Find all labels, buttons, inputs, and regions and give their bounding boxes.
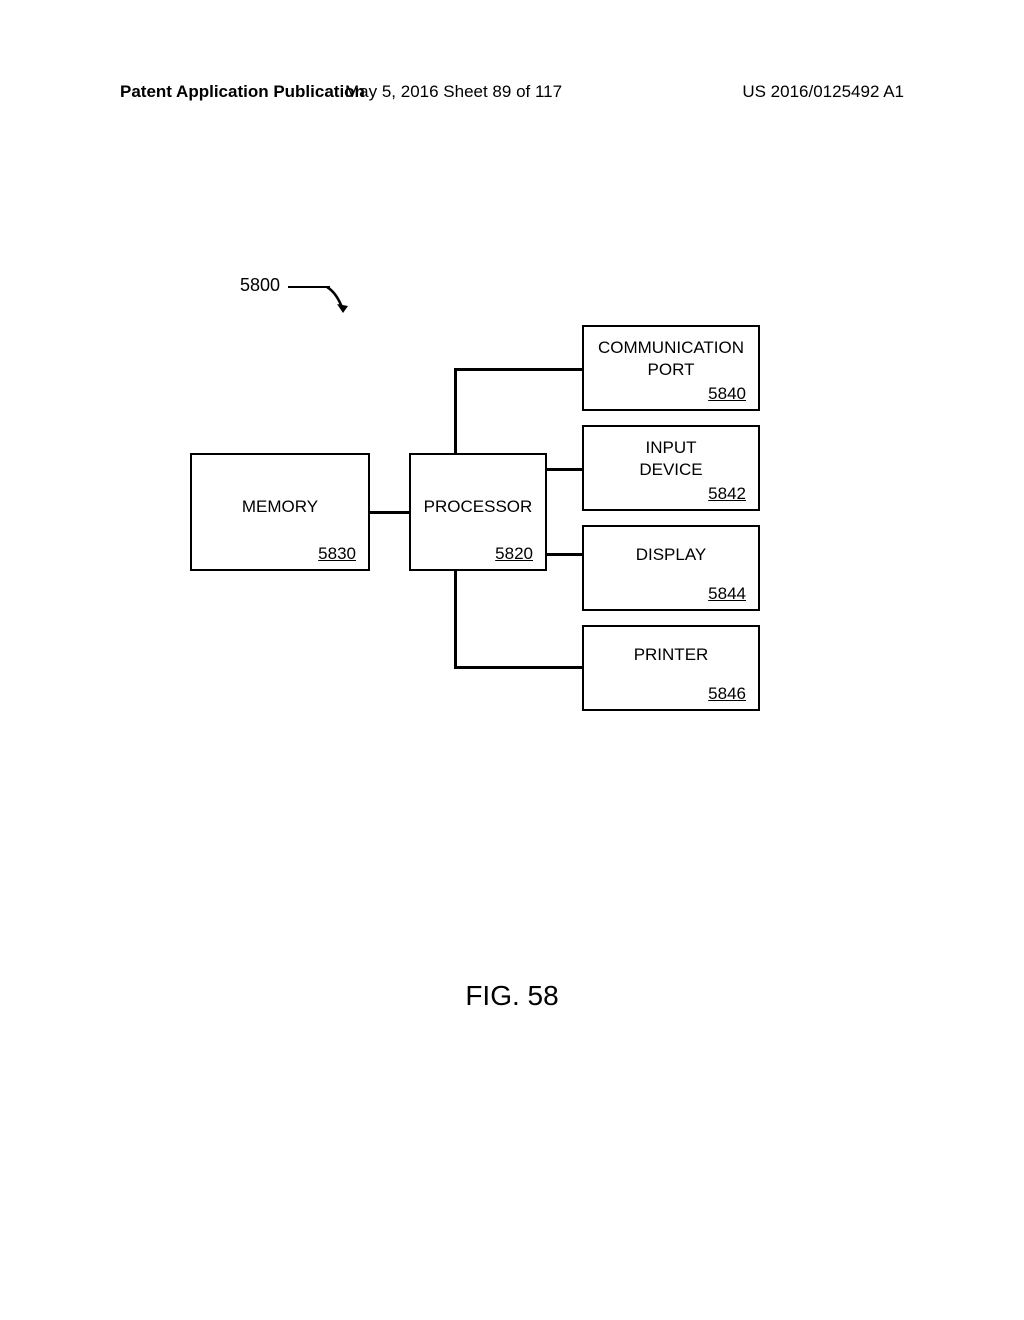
- memory-label: MEMORY: [242, 497, 318, 517]
- connector-memory-processor: [370, 511, 409, 514]
- memory-ref: 5830: [318, 544, 356, 564]
- display-box: DISPLAY 5844: [582, 525, 760, 611]
- reference-leader-line: [288, 286, 330, 288]
- connector-processor-bottom-vertical: [454, 571, 457, 668]
- printer-ref: 5846: [708, 684, 746, 704]
- printer-label: PRINTER: [634, 645, 709, 665]
- input-label: INPUT DEVICE: [639, 437, 702, 481]
- connector-processor-input: [547, 468, 582, 471]
- system-reference-number: 5800: [240, 275, 280, 296]
- reference-arrow-icon: [325, 285, 355, 325]
- processor-box: PROCESSOR 5820: [409, 453, 547, 571]
- figure-label: FIG. 58: [0, 980, 1024, 1012]
- input-label-line1: INPUT: [645, 438, 696, 457]
- communication-label-line2: PORT: [648, 360, 695, 379]
- connector-processor-display: [547, 553, 582, 556]
- connector-bottom-horizontal: [454, 666, 582, 669]
- processor-ref: 5820: [495, 544, 533, 564]
- communication-port-box: COMMUNICATION PORT 5840: [582, 325, 760, 411]
- communication-label-line1: COMMUNICATION: [598, 338, 744, 357]
- memory-box: MEMORY 5830: [190, 453, 370, 571]
- connector-top-horizontal: [454, 368, 582, 371]
- connector-processor-top-vertical: [454, 368, 457, 453]
- input-ref: 5842: [708, 484, 746, 504]
- input-label-line2: DEVICE: [639, 460, 702, 479]
- communication-ref: 5840: [708, 384, 746, 404]
- display-label: DISPLAY: [636, 545, 707, 565]
- communication-label: COMMUNICATION PORT: [598, 337, 744, 381]
- processor-label: PROCESSOR: [424, 497, 533, 517]
- header-center: May 5, 2016 Sheet 89 of 117: [345, 82, 562, 102]
- printer-box: PRINTER 5846: [582, 625, 760, 711]
- page-header: Patent Application Publication May 5, 20…: [0, 82, 1024, 102]
- input-device-box: INPUT DEVICE 5842: [582, 425, 760, 511]
- display-ref: 5844: [708, 584, 746, 604]
- header-left: Patent Application Publication: [120, 82, 365, 102]
- header-right: US 2016/0125492 A1: [742, 82, 904, 102]
